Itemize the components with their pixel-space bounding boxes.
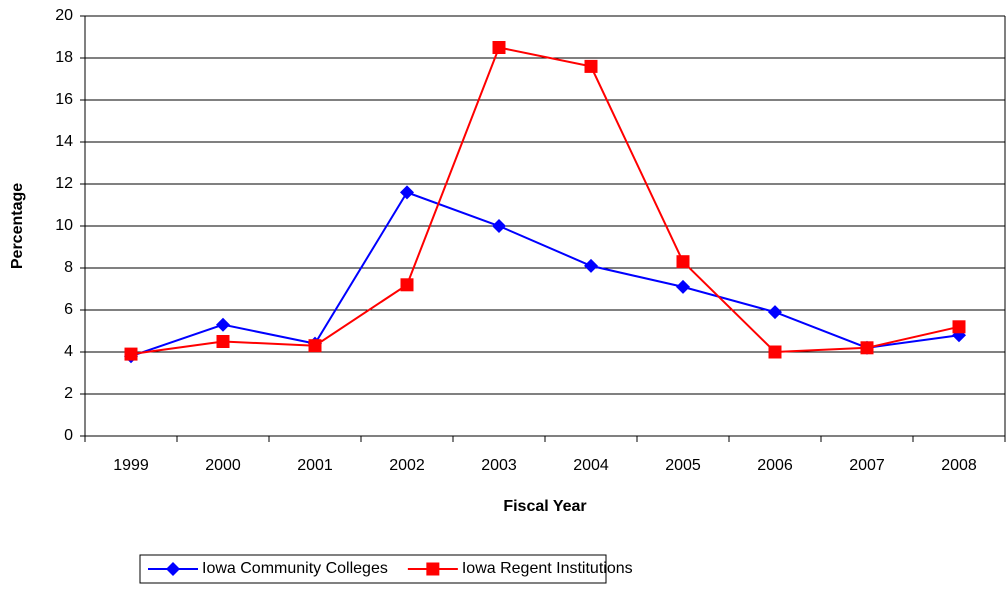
x-tick-label: 2000 (205, 457, 241, 474)
legend-box (139, 554, 607, 584)
y-tick-label: 8 (64, 259, 73, 276)
marker (426, 562, 440, 576)
x-tick-label: 2004 (573, 457, 609, 474)
y-tick-label: 4 (64, 343, 73, 360)
x-tick-label: 2005 (665, 457, 701, 474)
y-tick-label: 2 (64, 385, 73, 402)
marker (216, 335, 230, 348)
marker (860, 341, 874, 355)
marker (400, 185, 414, 200)
marker (492, 41, 506, 54)
marker (676, 279, 690, 294)
marker (308, 339, 322, 353)
x-tick-label: 2003 (481, 457, 517, 474)
marker (952, 320, 966, 334)
marker (166, 562, 180, 576)
marker (768, 305, 782, 320)
y-tick-label: 14 (55, 133, 73, 150)
marker (216, 317, 230, 332)
y-tick-label: 20 (55, 7, 73, 24)
x-tick-label: 2008 (941, 457, 977, 474)
x-tick-label: 2006 (757, 457, 793, 474)
y-tick-label: 18 (55, 49, 73, 66)
x-tick-label: 2002 (389, 457, 425, 474)
marker (676, 255, 690, 269)
marker (124, 347, 138, 361)
y-tick-label: 6 (64, 301, 73, 318)
y-tick-label: 10 (55, 217, 73, 234)
marker (768, 345, 782, 359)
x-tick-label: 1999 (113, 457, 149, 474)
legend-label: Iowa Community Colleges (202, 560, 388, 577)
x-tick-label: 2007 (849, 457, 885, 474)
marker (584, 258, 598, 273)
marker (492, 219, 506, 233)
y-tick-label: 16 (55, 91, 73, 108)
marker (400, 278, 414, 292)
series-line (130, 46, 960, 356)
legend-label: Iowa Regent Institutions (462, 560, 633, 577)
x-axis-title: Fiscal Year (503, 498, 586, 515)
x-tick-label: 2001 (297, 457, 333, 474)
marker (584, 59, 598, 73)
y-tick-label: 12 (55, 175, 73, 192)
series-line (130, 191, 960, 358)
y-tick-label: 0 (64, 427, 73, 444)
y-axis-title: Percentage (9, 183, 26, 269)
